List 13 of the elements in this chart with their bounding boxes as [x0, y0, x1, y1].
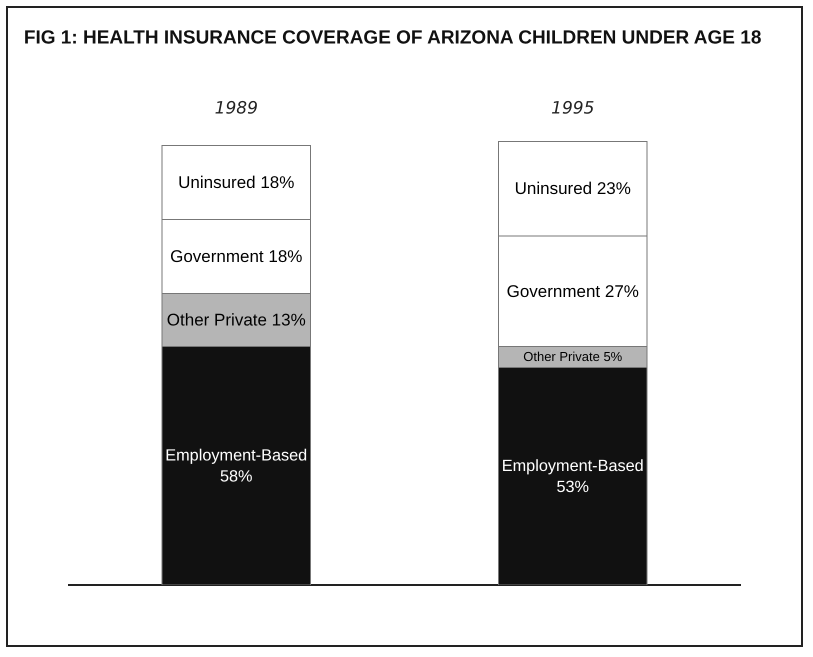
x-tick-label: 1989	[214, 98, 258, 119]
text: Government 18%	[170, 246, 302, 266]
text: Uninsured 23%	[514, 179, 631, 198]
data-label: 58%	[220, 468, 253, 486]
text: Other Private 5%	[523, 349, 622, 364]
x-tick-label: 1995	[551, 98, 594, 119]
data-label: 53%	[556, 478, 590, 496]
text: Government 27%	[506, 282, 639, 301]
chart-title: FIG 1: HEALTH INSURANCE COVERAGE OF ARIZONA CHILDREN UNDER AGE 18	[24, 28, 762, 49]
series-label: Employment-Based	[165, 446, 308, 465]
text: Uninsured 18%	[178, 172, 294, 192]
text: Employment-Based	[502, 456, 644, 475]
text: Other Private 13%	[166, 310, 306, 330]
